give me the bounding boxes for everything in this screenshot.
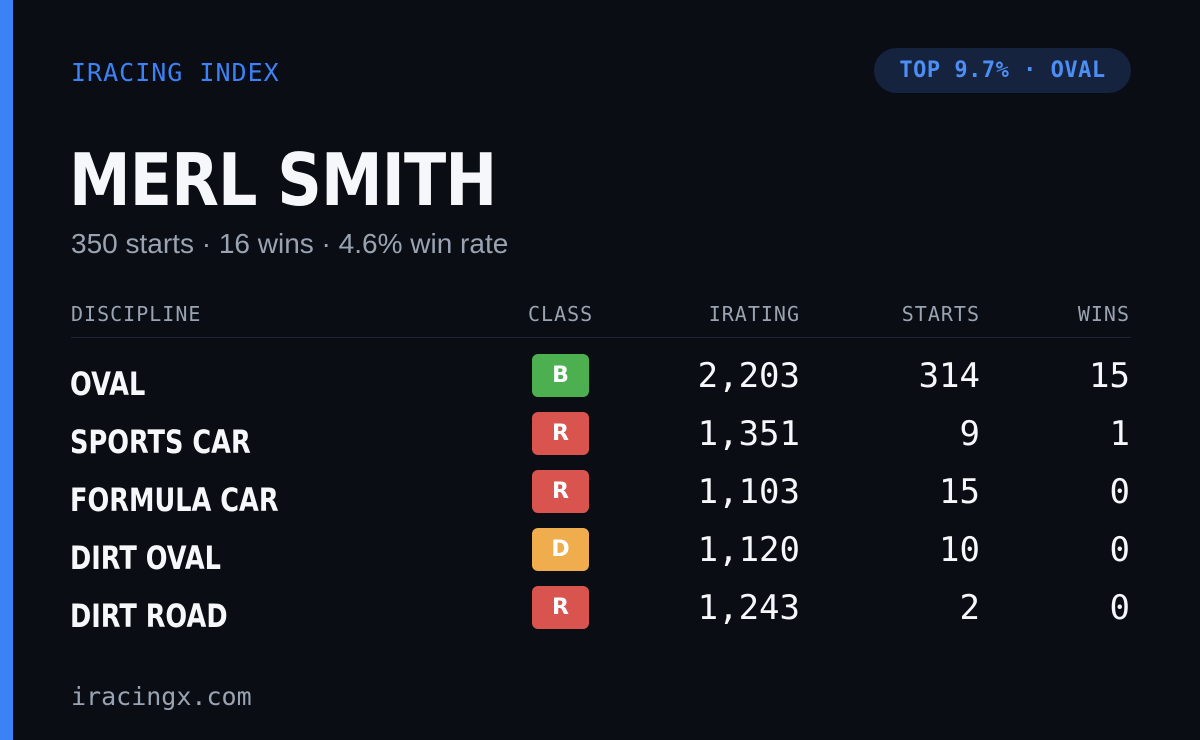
class-badge: R	[532, 470, 589, 513]
irating-value: 1,351	[697, 414, 800, 454]
brand-label: IRACING INDEX	[71, 58, 280, 87]
discipline-name: DIRT OVAL	[70, 539, 221, 577]
starts-value: 2	[959, 588, 980, 628]
site-url: iracingx.com	[71, 682, 252, 711]
irating-value: 1,103	[697, 472, 800, 512]
starts-value: 15	[939, 472, 980, 512]
driver-name: MERL SMITH	[69, 138, 497, 222]
discipline-name: SPORTS CAR	[70, 423, 251, 461]
wins-value: 0	[1109, 530, 1130, 570]
wins-value: 0	[1109, 472, 1130, 512]
wins-value: 1	[1109, 414, 1130, 454]
discipline-name: DIRT ROAD	[70, 597, 228, 635]
class-badge: R	[532, 586, 589, 629]
table-row: DIRT ROAD R 1,243 2 0	[0, 586, 1200, 644]
column-header-starts: STARTS	[901, 302, 980, 326]
wins-value: 15	[1089, 356, 1130, 396]
starts-value: 10	[939, 530, 980, 570]
class-badge: B	[532, 354, 589, 397]
class-badge: R	[532, 412, 589, 455]
column-header-irating: IRATING	[708, 302, 800, 326]
percentile-badge: TOP 9.7% · OVAL	[874, 48, 1131, 93]
class-badge: D	[532, 528, 589, 571]
accent-bar	[0, 0, 13, 740]
table-row: SPORTS CAR R 1,351 9 1	[0, 412, 1200, 470]
starts-value: 9	[959, 414, 980, 454]
table-row: DIRT OVAL D 1,120 10 0	[0, 528, 1200, 586]
discipline-name: FORMULA CAR	[70, 481, 279, 519]
column-header-discipline: DISCIPLINE	[71, 302, 202, 326]
starts-value: 314	[918, 356, 980, 396]
irating-value: 2,203	[697, 356, 800, 396]
table-row: OVAL B 2,203 314 15	[0, 354, 1200, 412]
irating-value: 1,120	[697, 530, 800, 570]
wins-value: 0	[1109, 588, 1130, 628]
column-header-class: CLASS	[528, 302, 594, 326]
table-row: FORMULA CAR R 1,103 15 0	[0, 470, 1200, 528]
column-header-wins: WINS	[1077, 302, 1130, 326]
driver-summary: 350 starts · 16 wins · 4.6% win rate	[71, 228, 509, 259]
discipline-name: OVAL	[70, 365, 146, 403]
irating-value: 1,243	[697, 588, 800, 628]
header-divider	[71, 337, 1131, 338]
